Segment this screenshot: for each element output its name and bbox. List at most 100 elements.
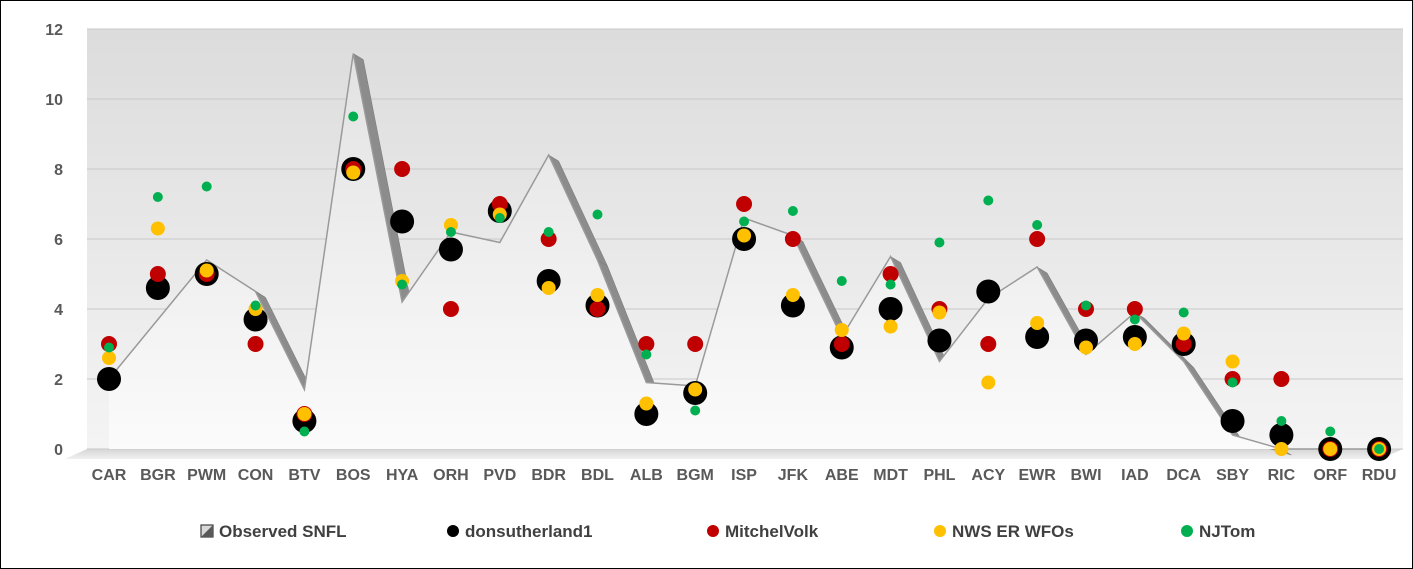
marker-nws-er-wfos-car	[102, 351, 116, 365]
marker-njtom-car	[104, 342, 114, 353]
series-njtom	[104, 111, 1385, 454]
legend-item-njtom: NJTom	[1181, 522, 1255, 541]
marker-donsutherland1-hya	[390, 209, 415, 234]
marker-donsutherland1-mdt	[878, 297, 903, 321]
floor	[65, 449, 1403, 459]
marker-donsutherland1-orh	[438, 237, 463, 262]
marker-nws-er-wfos-ric	[1274, 442, 1289, 456]
x-tick-label: DCA	[1166, 467, 1201, 484]
legend-label: NWS ER WFOs	[952, 522, 1074, 541]
marker-mitchelvolk-bgm	[687, 336, 704, 352]
marker-mitchelvolk-ric	[1273, 371, 1290, 387]
marker-donsutherland1-jfk	[780, 293, 805, 318]
marker-mitchelvolk-bgr	[149, 266, 166, 282]
legend-item-mitchelvolk: MitchelVolk	[707, 522, 819, 541]
y-tick-label: 12	[45, 22, 63, 39]
legend-swatch	[447, 525, 459, 537]
marker-njtom-abe	[836, 276, 847, 286]
marker-njtom-isp	[739, 216, 750, 227]
marker-mitchelvolk-bdl	[589, 301, 606, 317]
marker-nws-er-wfos-bos	[346, 165, 361, 180]
x-tick-label: BGR	[140, 467, 176, 484]
marker-njtom-orf	[1325, 426, 1336, 437]
marker-mitchelvolk-mdt	[882, 266, 899, 282]
marker-donsutherland1-con	[243, 307, 268, 332]
x-tick-label: BWI	[1070, 467, 1101, 484]
x-tick-label: ORF	[1313, 467, 1347, 484]
x-tick-label: HYA	[386, 467, 419, 484]
marker-donsutherland1-phl	[927, 328, 952, 353]
marker-donsutherland1-alb	[634, 402, 659, 426]
marker-nws-er-wfos-bwi	[1079, 340, 1093, 355]
marker-nws-er-wfos-bdr	[541, 281, 556, 295]
marker-nws-er-wfos-acy	[981, 375, 996, 390]
marker-njtom-alb	[641, 349, 652, 360]
marker-njtom-bdl	[592, 209, 603, 220]
legend-item-observed-snfl: Observed SNFL	[200, 522, 347, 541]
y-tick-label: 2	[54, 372, 63, 389]
legend-swatch	[707, 525, 719, 537]
marker-nws-er-wfos-abe	[834, 323, 849, 337]
legend-swatch-shade	[201, 525, 213, 537]
marker-njtom-iad	[1129, 314, 1140, 325]
marker-njtom-hya	[397, 279, 408, 290]
marker-nws-er-wfos-phl	[932, 305, 947, 320]
x-tick-label: BDR	[531, 467, 566, 484]
x-tick-label: ACY	[971, 467, 1005, 484]
x-axis: CAR BGR PWM CON BTV BOS HYA ORH PVD BDR BDL ALB BGM I…	[92, 467, 1397, 484]
marker-njtom-phl	[934, 237, 945, 248]
marker-nws-er-wfos-bgr	[150, 221, 165, 236]
marker-donsutherland1-bgr	[145, 276, 170, 300]
marker-njtom-bdr	[543, 227, 554, 237]
marker-njtom-dca	[1178, 307, 1189, 318]
marker-njtom-mdt	[885, 279, 896, 290]
marker-mitchelvolk-iad	[1126, 301, 1143, 317]
x-tick-label: PHL	[923, 467, 955, 484]
marker-mitchelvolk-acy	[980, 336, 997, 352]
marker-donsutherland1-car	[97, 367, 121, 391]
marker-njtom-btv	[299, 426, 310, 437]
legend-label: donsutherland1	[465, 522, 593, 541]
x-tick-label: ORH	[433, 467, 469, 484]
marker-nws-er-wfos-bgm	[688, 382, 703, 397]
marker-mitchelvolk-abe	[833, 336, 850, 352]
legend-item-nws-er-wfos: NWS ER WFOs	[934, 522, 1074, 541]
marker-nws-er-wfos-btv	[297, 407, 312, 421]
y-tick-label: 0	[54, 442, 63, 459]
legend-item-donsutherland1: donsutherland1	[447, 522, 593, 541]
x-tick-label: CAR	[92, 467, 127, 484]
observed-area-fill	[109, 53, 1380, 449]
marker-mitchelvolk-alb	[638, 336, 655, 352]
marker-mitchelvolk-ewr	[1029, 231, 1046, 247]
marker-donsutherland1-ric	[1269, 423, 1294, 447]
marker-njtom-bgm	[690, 405, 701, 416]
legend-label: NJTom	[1199, 522, 1255, 541]
marker-nws-er-wfos-dca	[1176, 326, 1191, 341]
marker-nws-er-wfos-sby	[1225, 354, 1240, 369]
x-tick-label: RIC	[1268, 467, 1296, 484]
marker-mitchelvolk-jfk	[784, 231, 801, 247]
y-tick-label: 8	[54, 162, 63, 179]
x-tick-label: BTV	[288, 467, 320, 484]
marker-nws-er-wfos-jfk	[785, 288, 800, 302]
legend-label: Observed SNFL	[219, 522, 347, 541]
x-tick-label: JFK	[778, 467, 809, 484]
marker-njtom-rdu	[1374, 444, 1385, 454]
marker-nws-er-wfos-isp	[737, 228, 752, 243]
marker-njtom-pvd	[494, 213, 505, 223]
marker-nws-er-wfos-mdt	[883, 319, 898, 334]
y-axis: 0 2 4 6 8 10 12	[45, 22, 63, 459]
series-nws-er-wfos	[102, 165, 1387, 456]
marker-nws-er-wfos-ewr	[1030, 316, 1045, 330]
marker-njtom-bgr	[152, 192, 163, 202]
x-tick-label: ISP	[731, 467, 757, 484]
x-tick-label: PWM	[187, 467, 226, 484]
marker-mitchelvolk-orh	[442, 301, 459, 317]
y-tick-label: 6	[54, 232, 63, 249]
marker-njtom-bwi	[1081, 300, 1091, 311]
x-tick-label: RDU	[1362, 467, 1397, 484]
marker-donsutherland1-sby	[1220, 409, 1245, 433]
legend: Observed SNFL donsutherland1 MitchelVolk NW…	[200, 522, 1255, 541]
x-tick-label: ALB	[630, 467, 663, 484]
x-tick-label: MDT	[873, 467, 908, 484]
